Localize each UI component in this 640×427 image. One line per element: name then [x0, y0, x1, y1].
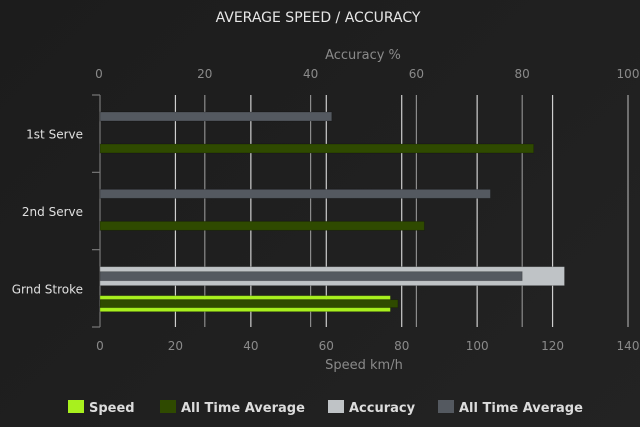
category-label: 2nd Serve — [22, 205, 83, 219]
top-axis-label: Accuracy % — [325, 48, 401, 63]
accuracy-tick-label: 40 — [303, 67, 318, 81]
legend-swatch — [160, 400, 176, 413]
accuracy-tick-label: 0 — [95, 67, 103, 81]
bar-all-time-average-speed — [99, 299, 399, 309]
chart-title: AVERAGE SPEED / ACCURACY — [216, 10, 421, 26]
legend-label: Speed — [89, 401, 135, 416]
speed-tick-label: 40 — [243, 339, 258, 353]
speed-tick-label: 120 — [541, 339, 564, 353]
accuracy-tick-label: 100 — [617, 67, 640, 81]
bar-all-time-average-speed — [99, 220, 425, 231]
speed-tick-label: 0 — [96, 339, 104, 353]
speed-tick-label: 140 — [617, 339, 640, 353]
speed-tick-label: 100 — [466, 339, 489, 353]
legend-swatch — [438, 400, 454, 413]
legend-swatch — [328, 400, 344, 413]
speed-tick-label: 20 — [168, 339, 183, 353]
bar-all-time-average-accuracy — [99, 188, 491, 199]
accuracy-tick-label: 60 — [409, 67, 424, 81]
legend-label: Accuracy — [349, 401, 416, 416]
category-label: Grnd Stroke — [12, 282, 83, 296]
bar-all-time-average-accuracy — [99, 271, 523, 282]
speed-tick-label: 80 — [394, 339, 409, 353]
bottom-axis-label: Speed km/h — [325, 358, 403, 373]
bar-all-time-average-accuracy — [99, 111, 333, 122]
legend-label: All Time Average — [181, 401, 305, 416]
accuracy-tick-label: 80 — [515, 67, 530, 81]
category-label: 1st Serve — [26, 128, 83, 142]
bar-speed-speed — [99, 295, 391, 301]
speed-tick-label: 60 — [319, 339, 334, 353]
legend-label: All Time Average — [459, 401, 583, 416]
accuracy-tick-label: 20 — [197, 67, 212, 81]
legend: Speed All Time Average Accuracy All Time Av… — [68, 400, 583, 416]
legend-swatch — [68, 400, 84, 413]
bar-all-time-average-speed — [99, 143, 535, 154]
